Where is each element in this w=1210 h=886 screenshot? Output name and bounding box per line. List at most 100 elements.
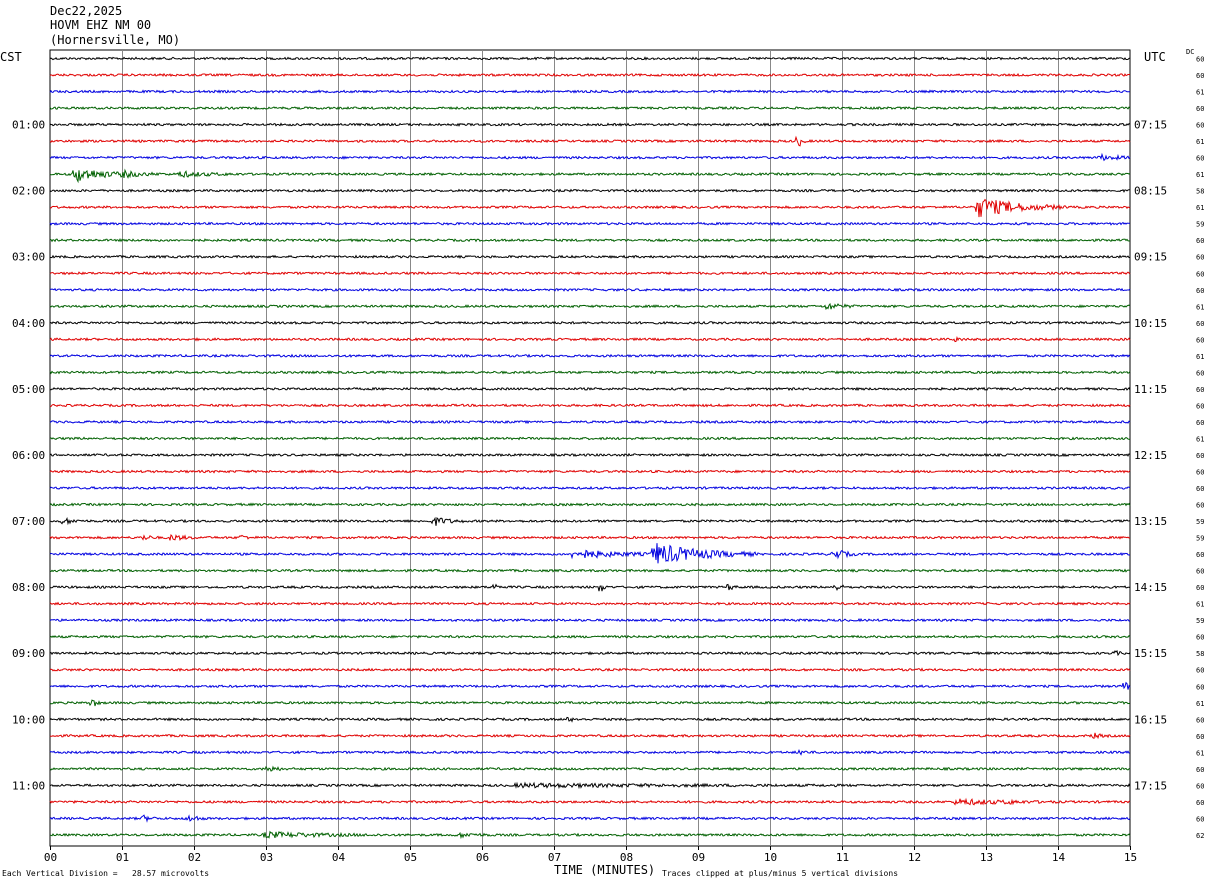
dc-offset-label: 60 — [1196, 782, 1204, 790]
dc-offset-label: 61 — [1196, 353, 1204, 361]
dc-offset-label: 60 — [1196, 369, 1204, 377]
dc-offset-label: 60 — [1196, 551, 1204, 559]
date-label: Dec22,2025 — [50, 4, 123, 18]
dc-offset-label: 60 — [1196, 799, 1204, 807]
seismic-trace — [49, 765, 1131, 772]
seismic-trace — [49, 419, 1131, 425]
seismic-trace — [49, 502, 1131, 507]
cst-hour-label: 04:00 — [12, 317, 45, 330]
seismic-trace — [49, 105, 1131, 111]
seismic-trace — [49, 533, 1131, 542]
seismic-trace — [49, 198, 1131, 218]
station-label: HOVM EHZ NM 00 — [50, 18, 152, 32]
dc-offset-label: 60 — [1196, 402, 1204, 410]
utc-hour-label: 14:15 — [1134, 581, 1167, 594]
utc-hour-label: 09:15 — [1134, 251, 1167, 264]
seismic-trace — [49, 485, 1131, 491]
dc-offset-label: 60 — [1196, 667, 1204, 675]
x-tick-label: 02 — [188, 851, 201, 864]
seismic-trace — [49, 353, 1131, 359]
seismic-trace — [49, 749, 1131, 756]
dc-offset-label: 60 — [1196, 254, 1204, 262]
dc-offset-label: 60 — [1196, 155, 1204, 163]
dc-offset-label: 60 — [1196, 568, 1204, 576]
dc-offset-label: 60 — [1196, 766, 1204, 774]
dc-offset-label: 61 — [1196, 171, 1204, 179]
footer-clip-note: Traces clipped at plus/minus 5 vertical … — [662, 869, 899, 878]
dc-offset-label: 61 — [1196, 204, 1204, 212]
cst-hour-label: 10:00 — [12, 713, 45, 726]
seismic-trace — [49, 168, 1131, 184]
location-label: (Hornersville, MO) — [50, 33, 181, 47]
utc-hour-label: 10:15 — [1134, 317, 1167, 330]
seismic-trace — [49, 568, 1131, 573]
dc-offset-label: 62 — [1196, 832, 1204, 840]
seismic-trace — [49, 152, 1131, 162]
seismic-trace — [49, 135, 1131, 147]
dc-offset-label: 58 — [1196, 650, 1204, 658]
x-tick-label: 14 — [1052, 851, 1066, 864]
x-tick-label: 07 — [548, 851, 561, 864]
cst-hour-label: 09:00 — [12, 647, 45, 660]
utc-hour-label: 16:15 — [1134, 713, 1167, 726]
dc-offset-label: 61 — [1196, 303, 1204, 311]
x-tick-label: 00 — [44, 851, 57, 864]
seismic-trace — [49, 188, 1130, 193]
dc-offset-label: 60 — [1196, 502, 1204, 510]
seismic-trace — [49, 716, 1131, 723]
cst-hour-label: 05:00 — [12, 383, 45, 396]
x-tick-label: 06 — [476, 851, 489, 864]
x-tick-label: 08 — [620, 851, 633, 864]
seismic-trace — [49, 320, 1131, 325]
seismic-trace — [49, 56, 1131, 61]
timezone-left-label: CST — [0, 50, 22, 64]
dc-offset-label: 60 — [1196, 336, 1204, 344]
x-tick-label: 03 — [260, 851, 273, 864]
utc-hour-label: 17:15 — [1134, 779, 1167, 792]
seismic-trace — [49, 681, 1131, 690]
dc-offset-label: 60 — [1196, 56, 1204, 64]
dc-offset-label: 60 — [1196, 733, 1204, 741]
seismic-trace — [49, 72, 1131, 78]
x-tick-label: 13 — [980, 851, 993, 864]
seismic-trace — [49, 667, 1131, 672]
plot-frame — [49, 49, 1131, 847]
footer-scale-note: Each Vertical Division = 28.57 microvolt… — [2, 869, 210, 878]
dc-offset-label: 59 — [1196, 221, 1204, 229]
seismic-trace — [49, 797, 1131, 806]
cst-hour-label: 07:00 — [12, 515, 45, 528]
seismic-trace — [49, 403, 1131, 408]
seismic-trace — [49, 302, 1131, 311]
dc-offset-label: 60 — [1196, 469, 1204, 477]
seismic-trace — [49, 601, 1131, 606]
seismic-trace — [49, 436, 1131, 441]
dc-offset-label: 60 — [1196, 72, 1204, 80]
seismic-trace — [49, 732, 1131, 740]
dc-offset-label: 60 — [1196, 584, 1204, 592]
seismic-trace — [50, 516, 1131, 526]
seismic-trace — [49, 543, 1130, 564]
seismic-trace — [49, 583, 1131, 592]
dc-offset-label: 60 — [1196, 683, 1204, 691]
seismic-trace — [49, 649, 1131, 657]
utc-hour-label: 11:15 — [1134, 383, 1167, 396]
dc-offset-label: 61 — [1196, 435, 1204, 443]
dc-offset-label: 61 — [1196, 138, 1204, 146]
seismic-trace — [49, 386, 1131, 392]
seismic-trace — [49, 336, 1131, 343]
dc-offset-label: 61 — [1196, 700, 1204, 708]
cst-hour-label: 01:00 — [12, 119, 45, 132]
cst-hour-label: 06:00 — [12, 449, 45, 462]
x-tick-label: 12 — [908, 851, 921, 864]
seismic-trace — [49, 238, 1131, 243]
dc-offset-label: 61 — [1196, 601, 1204, 609]
dc-offset-label: 60 — [1196, 634, 1204, 642]
seismic-trace — [50, 254, 1131, 259]
cst-hour-label: 03:00 — [12, 251, 45, 264]
cst-hour-label: 11:00 — [12, 779, 45, 792]
dc-offset-label: 60 — [1196, 419, 1204, 427]
dc-offset-label: 60 — [1196, 386, 1204, 394]
seismic-trace — [49, 469, 1131, 474]
seismic-trace — [49, 370, 1131, 375]
x-tick-label: 05 — [404, 851, 417, 864]
